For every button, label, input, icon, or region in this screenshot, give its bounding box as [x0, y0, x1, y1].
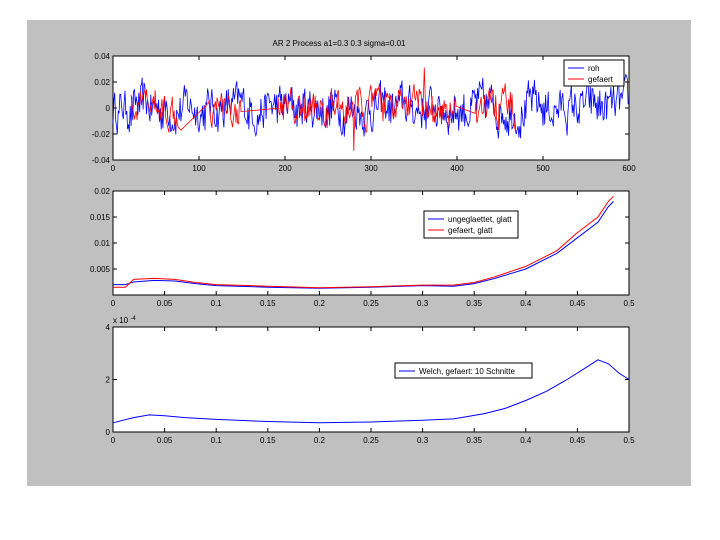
- x-tick-label: 600: [622, 164, 636, 173]
- series-line-gefaert: [130, 67, 517, 151]
- figure-title: AR 2 Process a1=0.3 0.3 sigma=0.01: [273, 39, 407, 48]
- x-tick-label: 0.05: [157, 299, 173, 308]
- y-tick-label: 0.005: [90, 265, 111, 274]
- x-tick-label: 0.35: [466, 299, 482, 308]
- x-tick-label: 0.1: [211, 299, 223, 308]
- figure-window: AR 2 Process a1=0.3 0.3 sigma=0.01 0 100 2…: [27, 20, 691, 486]
- legend-label: gefaert: [588, 75, 614, 84]
- plot-area: [112, 326, 630, 433]
- x-tick-label: 0.4: [520, 299, 532, 308]
- figure-canvas: AR 2 Process a1=0.3 0.3 sigma=0.01 0 100 2…: [90, 39, 636, 445]
- y-tick-label: -0.02: [92, 130, 111, 139]
- x-tick-label: 0.35: [466, 436, 482, 445]
- y-exponent-label: x 10 -4: [113, 316, 136, 325]
- legend-label: ungeglaettet, glatt: [448, 215, 512, 224]
- y-tick-label: 0.04: [94, 52, 110, 61]
- x-tick-label: 0.2: [314, 436, 326, 445]
- x-tick-label: 0.2: [314, 299, 326, 308]
- legend-box: [394, 362, 533, 379]
- legend-box: [563, 59, 625, 87]
- x-tick-label: 500: [536, 164, 550, 173]
- x-tick-label: 0.25: [363, 436, 379, 445]
- y-tick-label: 0.01: [94, 239, 110, 248]
- plot-area: [112, 55, 630, 161]
- series-line-Welch, gefaert: 10 Schnitte: [112, 359, 630, 424]
- x-tick-label: 0: [111, 164, 116, 173]
- x-tick-label: 0.5: [623, 436, 635, 445]
- y-tick-label: -0.04: [92, 156, 111, 165]
- y-tick-label: 2: [106, 376, 111, 385]
- y-tick-label: 0.015: [90, 213, 111, 222]
- plot-area: [112, 190, 630, 296]
- series-line-roh: [112, 74, 629, 139]
- x-tick-label: 0.4: [520, 436, 532, 445]
- x-tick-label: 0.3: [417, 299, 429, 308]
- y-tick-label: 0: [106, 428, 111, 437]
- x-tick-label: 0: [111, 299, 116, 308]
- y-tick-label: 0: [106, 104, 111, 113]
- legend-box: [423, 210, 519, 239]
- x-tick-label: 0: [111, 436, 116, 445]
- x-tick-label: 0.1: [211, 436, 223, 445]
- legend-label: roh: [588, 64, 600, 73]
- x-tick-label: 0.25: [363, 299, 379, 308]
- x-tick-label: 0.3: [417, 436, 429, 445]
- y-tick-label: 4: [106, 323, 111, 332]
- x-tick-label: 0.15: [260, 299, 276, 308]
- legend-label: gefaert, glatt: [448, 226, 493, 235]
- x-tick-label: 0.5: [623, 299, 635, 308]
- y-tick-label: 0.02: [94, 187, 110, 196]
- x-tick-label: 100: [192, 164, 206, 173]
- series-line-gefaert, glatt: [113, 195, 614, 289]
- y-tick-label: 0.02: [94, 78, 110, 87]
- x-tick-label: 0.45: [570, 436, 586, 445]
- x-tick-label: 200: [278, 164, 292, 173]
- x-tick-label: 0.05: [157, 436, 173, 445]
- x-tick-label: 400: [450, 164, 464, 173]
- x-tick-label: 300: [364, 164, 378, 173]
- x-tick-label: 0.45: [570, 299, 586, 308]
- legend-label: Welch, gefaert: 10 Schnitte: [419, 367, 515, 376]
- x-tick-label: 0.15: [260, 436, 276, 445]
